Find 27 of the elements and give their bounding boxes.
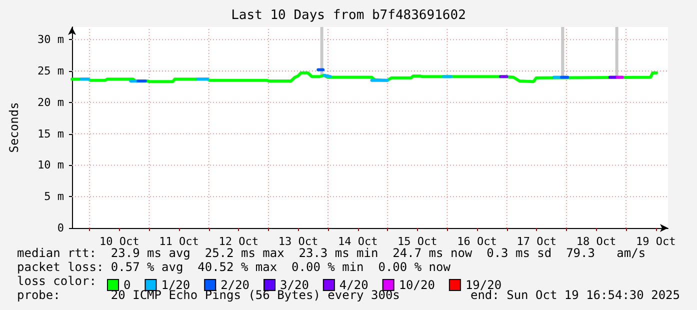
x-tick-label: 17 Oct [516, 235, 557, 248]
legend-label: 4/20 [339, 278, 368, 292]
legend-label: 2/20 [220, 278, 250, 292]
x-tick-label: 18 Oct [576, 235, 616, 248]
x-tick-label: 10 Oct [100, 235, 140, 248]
x-tick-label: 14 Oct [338, 235, 378, 248]
x-tick-label: 12 Oct [218, 235, 259, 248]
y-tick-label: 15 m [38, 127, 64, 140]
x-tick-label: 11 Oct [159, 235, 199, 248]
y-tick-label: 25 m [38, 64, 64, 78]
x-tick-label: 15 Oct [398, 235, 438, 248]
y-tick-label: 10 m [38, 158, 64, 172]
x-tick-label: 16 Oct [457, 235, 497, 248]
y-tick-label: 0 [57, 222, 64, 234]
legend-label: 0 [124, 278, 131, 292]
x-tick-label: 13 Oct [278, 235, 318, 248]
y-tick-label: 30 m [38, 33, 64, 46]
chart-title: Last 10 Days from b7f483691602 [231, 8, 466, 23]
y-tick-label: 5 m [44, 190, 64, 204]
x-tick-label: 19 Oct [636, 235, 676, 248]
text: packet loss: 0.57 % avg 40.52 % max 0.00 % min 0.00 % now [17, 260, 452, 274]
text: median rtt: 23.9 ms avg 25.2 ms max 23.3 ms min 24.7 ms now 0.3 ms sd 79.3 am/s [17, 246, 646, 260]
y-axis-title: Seconds [7, 102, 21, 153]
legend-title: loss color: [17, 274, 96, 288]
y-tick-label: 20 m [38, 96, 64, 109]
legend-label: 1/20 [161, 278, 190, 292]
legend-label: 10/20 [398, 278, 435, 292]
